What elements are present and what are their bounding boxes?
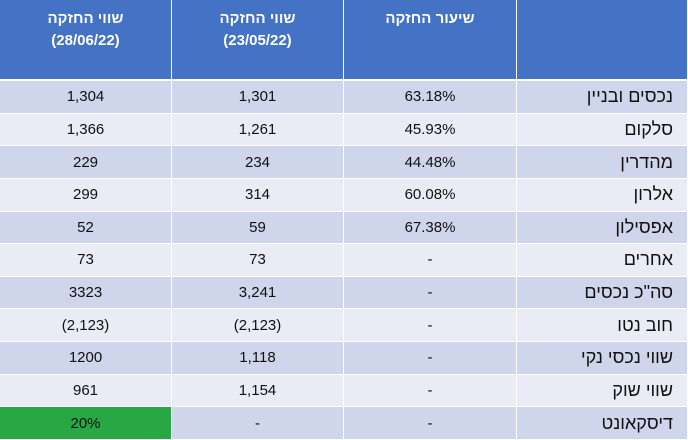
name-cell: נכסים ובניין xyxy=(517,81,688,114)
value-may-cell: 59 xyxy=(172,211,344,245)
name-cell: מהדרין xyxy=(517,146,688,179)
value-jun-cell: 229 xyxy=(0,146,172,179)
header-value-jun-date: (28/06/22) xyxy=(51,32,120,49)
holding-rate-cell: 63.18% xyxy=(344,81,517,114)
header-value-may-date: (23/05/22) xyxy=(223,32,292,49)
value-jun-cell: 73 xyxy=(0,244,172,277)
value-jun-cell: (2,123) xyxy=(0,309,172,342)
holding-rate-cell: - xyxy=(344,342,517,375)
holding-rate-cell: 67.38% xyxy=(344,211,517,245)
value-may-cell: 314 xyxy=(172,178,344,212)
value-may-cell: 234 xyxy=(172,146,344,179)
name-cell: שווי נכסי נקי xyxy=(517,342,688,375)
header-value-jun: שווי החזקה (28/06/22) xyxy=(0,0,172,81)
header-name xyxy=(517,0,688,81)
holding-rate-cell: - xyxy=(344,407,517,440)
discount-highlight-cell: 20% xyxy=(0,407,172,440)
holding-rate-cell: - xyxy=(344,276,517,310)
value-may-cell: 1,154 xyxy=(172,374,344,408)
value-jun-cell: 299 xyxy=(0,178,172,212)
value-may-cell: 1,118 xyxy=(172,342,344,375)
value-may-cell: 3,241 xyxy=(172,276,344,310)
holding-rate-cell: - xyxy=(344,374,517,408)
value-jun-cell: 1,366 xyxy=(0,113,172,147)
name-cell: אלרון xyxy=(517,178,688,212)
header-value-may: שווי החזקה (23/05/22) xyxy=(172,0,344,81)
value-may-cell: (2,123) xyxy=(172,309,344,342)
value-may-cell: - xyxy=(172,407,344,440)
name-cell: סה"כ נכסים xyxy=(517,276,688,310)
name-cell: אחרים xyxy=(517,244,688,277)
name-cell: שווי שוק xyxy=(517,374,688,408)
header-value-may-title: שווי החזקה xyxy=(219,10,296,27)
holding-rate-cell: - xyxy=(344,309,517,342)
header-holding-rate: שיעור החזקה xyxy=(344,0,517,81)
holding-rate-cell: - xyxy=(344,244,517,277)
holding-rate-cell: 44.48% xyxy=(344,146,517,179)
name-cell: אפסילון xyxy=(517,211,688,245)
value-may-cell: 73 xyxy=(172,244,344,277)
value-may-cell: 1,261 xyxy=(172,113,344,147)
value-jun-cell: 961 xyxy=(0,374,172,408)
holding-rate-cell: 60.08% xyxy=(344,178,517,212)
name-cell: סלקום xyxy=(517,113,688,147)
value-jun-cell: 52 xyxy=(0,211,172,245)
value-jun-cell: 1200 xyxy=(0,342,172,375)
header-holding-rate-title: שיעור החזקה xyxy=(385,10,475,27)
value-jun-cell: 3323 xyxy=(0,276,172,310)
header-value-jun-title: שווי החזקה xyxy=(47,10,124,27)
name-cell: דיסקאונט xyxy=(517,407,688,440)
value-may-cell: 1,301 xyxy=(172,81,344,114)
name-cell: חוב נטו xyxy=(517,309,688,342)
value-jun-cell: 1,304 xyxy=(0,81,172,114)
holding-rate-cell: 45.93% xyxy=(344,113,517,147)
